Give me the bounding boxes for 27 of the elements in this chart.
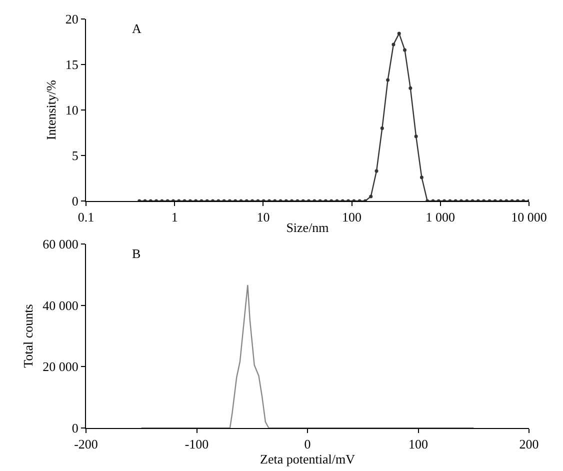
y-tick-label: 5	[72, 148, 78, 164]
x-tick-label: 1	[171, 210, 178, 225]
x-axis-title: Zeta potential/mV	[260, 452, 356, 467]
y-axis-title: Total counts	[20, 304, 36, 368]
y-tick-label: 0	[72, 420, 78, 436]
y-tick-label: 10	[65, 102, 78, 118]
x-tick-label: 100	[408, 436, 428, 452]
x-tick-label: 10 000	[511, 210, 547, 225]
y-tick-label: 60 000	[42, 236, 78, 252]
x-tick-label: 200	[519, 436, 539, 452]
y-axis-title: Intensity/%	[43, 80, 58, 140]
annotation: A	[132, 21, 142, 36]
y-tick-label: 20 000	[42, 359, 78, 374]
y-tick-label: 20	[65, 12, 78, 27]
x-tick-label: -200	[74, 436, 98, 452]
annotation: B	[132, 246, 141, 261]
y-tick-label: 40 000	[42, 298, 78, 313]
line-series	[140, 284, 474, 428]
y-tick-label: 0	[72, 194, 78, 209]
x-tick-label: 0.1	[78, 210, 94, 225]
x-tick-label: 0	[304, 436, 311, 452]
x-tick-label: 10	[256, 210, 270, 225]
x-tick-label: 1 000	[426, 210, 456, 225]
x-axis-title: Size/nm	[286, 220, 329, 235]
y-tick-label: 15	[65, 57, 78, 72]
x-tick-label: 100	[342, 210, 362, 225]
x-tick-label: -100	[184, 436, 209, 452]
